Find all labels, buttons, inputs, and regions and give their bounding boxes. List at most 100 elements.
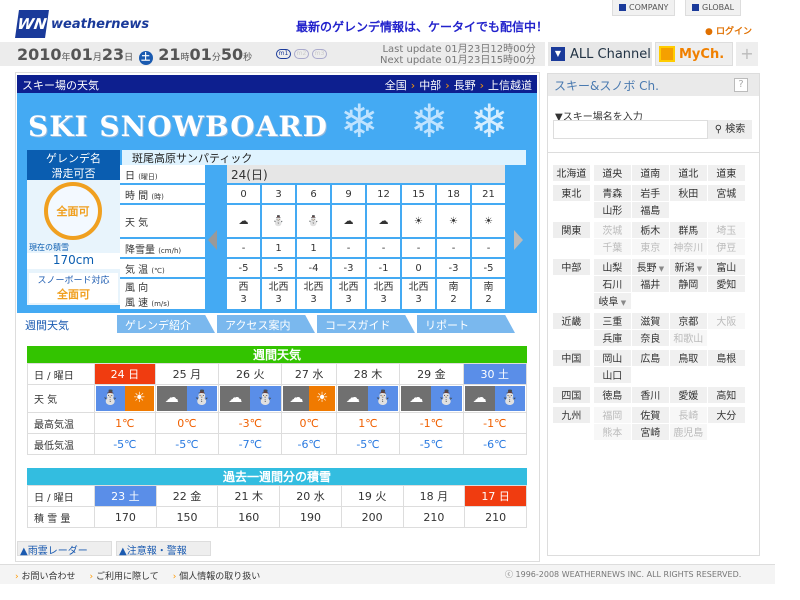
snow-amount-cell: 200 xyxy=(341,507,403,527)
snowfall-cell: 1 xyxy=(297,239,330,257)
add-channel-button[interactable]: + xyxy=(736,42,758,66)
m3-button[interactable]: m3 xyxy=(312,49,327,59)
max-temp-cell: 0℃ xyxy=(155,413,219,433)
prefecture-list: 徳島 香川 愛媛 高知 xyxy=(593,387,753,403)
warnings-tab[interactable]: ▲注意報・警報 xyxy=(116,541,211,557)
prefecture-button[interactable]: 青森 xyxy=(593,185,631,201)
dropdown-icon[interactable]: ▼ xyxy=(656,265,665,273)
tab-3[interactable]: コースガイド xyxy=(317,315,415,333)
prefecture-button[interactable]: 宮城 xyxy=(707,185,745,201)
snowfall-cell: - xyxy=(332,239,365,257)
prefecture-button[interactable]: 山梨 xyxy=(593,259,631,275)
next-arrow-icon[interactable] xyxy=(514,230,523,250)
region-button[interactable]: 四国 xyxy=(553,387,590,403)
weather-cell: ☁ ⛄ xyxy=(463,385,526,412)
prefecture-button[interactable]: 道東 xyxy=(707,165,745,181)
prefecture-button[interactable]: 道北 xyxy=(669,165,707,181)
ski-resort-search-input[interactable] xyxy=(553,120,708,139)
help-button[interactable]: ? xyxy=(734,78,748,92)
footer-link-contact[interactable]: › お問い合わせ xyxy=(15,572,76,582)
login-link[interactable]: ● ログイン xyxy=(705,27,753,37)
prefecture-button[interactable]: 福島 xyxy=(631,202,669,218)
footer-link-privacy[interactable]: › 個人情報の取り扱い xyxy=(172,572,261,582)
prefecture-button[interactable]: 岩手 xyxy=(631,185,669,201)
wind-cell: 北西 3 xyxy=(402,279,435,309)
breadcrumb: 全国 › 中部 › 長野 › 上信越道 xyxy=(384,79,532,92)
region-button[interactable]: 関東 xyxy=(553,222,590,238)
prefecture-button[interactable]: 愛知 xyxy=(707,276,745,292)
day-cell: 18 月 xyxy=(403,486,465,506)
region-button[interactable]: 北海道 xyxy=(553,165,590,181)
prefecture-button[interactable]: 京都 xyxy=(669,313,707,329)
global-link[interactable]: GLOBAL xyxy=(685,0,742,16)
day-cell: 23 土 xyxy=(95,486,156,506)
search-button[interactable]: ⚲ 検索 xyxy=(708,120,752,139)
tab-2[interactable]: アクセス案内 xyxy=(217,315,315,333)
prefecture-button[interactable]: 兵庫 xyxy=(593,330,631,346)
prefecture-button[interactable]: 佐賀 xyxy=(631,407,669,423)
prefecture-button[interactable]: 高知 xyxy=(707,387,745,403)
prefecture-button[interactable]: 宮崎 xyxy=(631,424,669,440)
promo-link[interactable]: 最新のゲレンデ情報は、ケータイでも配信中！ xyxy=(296,20,549,34)
prefecture-button[interactable]: 滋賀 xyxy=(631,313,669,329)
tab-1[interactable]: ゲレンデ紹介 xyxy=(117,315,215,333)
dropdown-icon[interactable]: ▼ xyxy=(694,265,703,273)
cloudy-icon: ☁ xyxy=(227,205,260,237)
region-button[interactable]: 東北 xyxy=(553,185,590,201)
breadcrumb-item[interactable]: 中部 xyxy=(419,79,442,92)
max-temp-row: 最高気温 1℃ 0℃ -3℃ 0℃ 1℃ -1℃ -1℃ xyxy=(28,413,526,433)
prefecture-button[interactable]: 三重 xyxy=(593,313,631,329)
prefecture-button[interactable]: 道央 xyxy=(593,165,631,181)
prefecture-button[interactable]: 山口 xyxy=(593,367,631,383)
prefecture-button: 鹿児島 xyxy=(669,424,707,440)
region-button[interactable]: 中国 xyxy=(553,350,590,366)
m1-button[interactable]: m1 xyxy=(276,49,291,59)
prefecture-button[interactable]: 山形 xyxy=(593,202,631,218)
weathernews-logo[interactable]: WN weathernews xyxy=(15,10,149,38)
m2-button[interactable]: m2 xyxy=(294,49,309,59)
radar-tab[interactable]: ▲雨雲レーダー xyxy=(17,541,112,557)
breadcrumb-item[interactable]: 全国 xyxy=(384,79,407,92)
prefecture-button[interactable]: 秋田 xyxy=(669,185,707,201)
prefecture-button[interactable]: 島根 xyxy=(707,350,745,366)
dropdown-icon[interactable]: ▼ xyxy=(618,299,627,307)
prefecture-button[interactable]: 徳島 xyxy=(593,387,631,403)
prev-arrow-icon[interactable] xyxy=(208,230,217,250)
all-channel-button[interactable]: ▼ ALL Channel xyxy=(548,42,652,66)
footer-link-terms[interactable]: › ご利用に際して xyxy=(89,572,159,582)
tab-4[interactable]: リポート xyxy=(417,315,515,333)
prefecture-button[interactable]: 岐阜 ▼ xyxy=(593,293,631,309)
prefecture-button[interactable]: 愛媛 xyxy=(669,387,707,403)
prefecture-button: 埼玉 xyxy=(707,222,745,238)
row-label: 降雪量 (cm/h) xyxy=(120,239,205,257)
prefecture-button[interactable]: 静岡 xyxy=(669,276,707,292)
prefecture-button[interactable]: 広島 xyxy=(631,350,669,366)
prefecture-button[interactable]: 群馬 xyxy=(669,222,707,238)
prefecture-button[interactable]: 石川 xyxy=(593,276,631,292)
prefecture-button[interactable]: 岡山 xyxy=(593,350,631,366)
bottom-tabs: ▲雨雲レーダー ▲注意報・警報 xyxy=(17,541,211,557)
mych-button[interactable]: MyCh. xyxy=(655,42,733,66)
tab-0[interactable]: 週間天気 xyxy=(17,315,115,333)
row-label: 日 / 曜日 xyxy=(28,364,94,384)
weather-cell: ☁ ⛄ xyxy=(400,385,463,412)
breadcrumb-item[interactable]: 上信越道 xyxy=(488,79,532,92)
prefecture-button[interactable]: 大分 xyxy=(707,407,745,423)
prefecture-button[interactable]: 新潟 ▼ xyxy=(669,259,707,275)
prefecture-button[interactable]: 栃木 xyxy=(631,222,669,238)
prefecture-button[interactable]: 福井 xyxy=(631,276,669,292)
region-button[interactable]: 九州 xyxy=(553,407,590,423)
region-button[interactable]: 中部 xyxy=(553,259,590,275)
company-link[interactable]: COMPANY xyxy=(612,0,676,16)
wind-cell: 北西 3 xyxy=(297,279,330,309)
prefecture-button[interactable]: 鳥取 xyxy=(669,350,707,366)
breadcrumb-item[interactable]: 長野 xyxy=(453,79,476,92)
region-button[interactable]: 近畿 xyxy=(553,313,590,329)
prefecture-button[interactable]: 富山 xyxy=(707,259,745,275)
prefecture-button[interactable]: 長野 ▼ xyxy=(631,259,669,275)
prefecture-button[interactable]: 香川 xyxy=(631,387,669,403)
prefecture-button[interactable]: 奈良 xyxy=(631,330,669,346)
cloudy-icon: ☁ xyxy=(156,386,187,411)
snow-amount-cell: 190 xyxy=(280,507,341,527)
prefecture-button[interactable]: 道南 xyxy=(631,165,669,181)
